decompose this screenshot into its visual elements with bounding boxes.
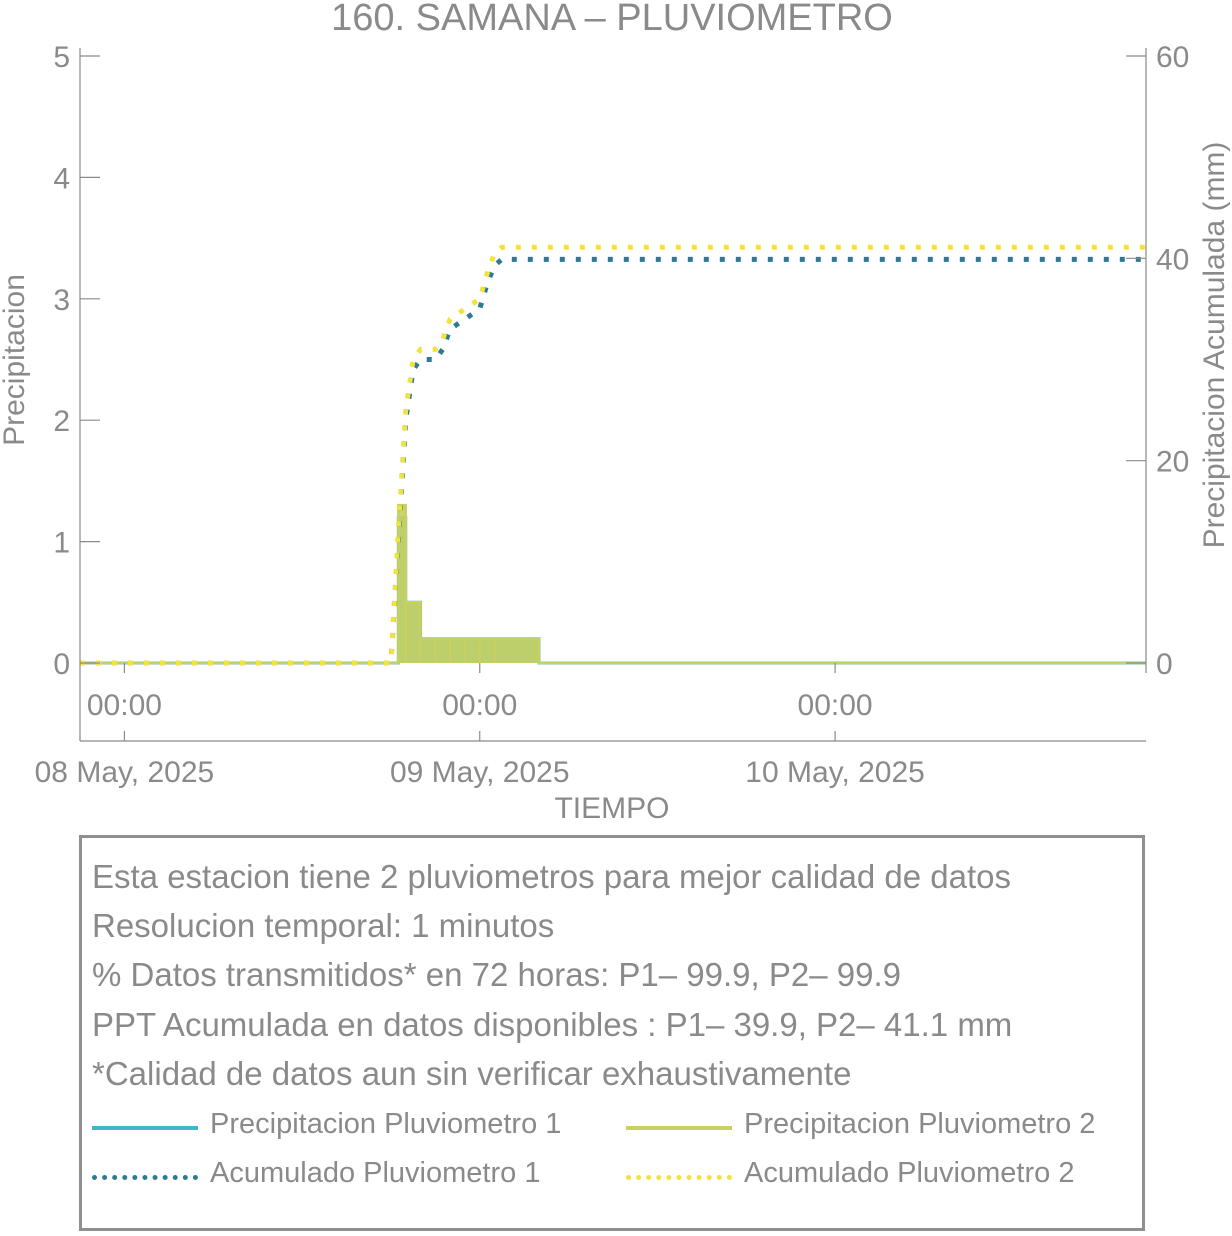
axes: 0 1 2 3 4 5 0 20 40 60 00:00 08 May, 2025 00:00 09 Ma…	[35, 41, 1190, 789]
legend-swatch-precip-p2	[626, 1126, 732, 1130]
x-axis-label: TIEMPO	[554, 792, 669, 825]
y-tick-label: 3	[53, 284, 70, 317]
x-tick-label-date: 09 May, 2025	[390, 756, 570, 789]
x-tick-label-date: 10 May, 2025	[745, 756, 925, 789]
series-precip-p1	[80, 515, 1146, 665]
y2-tick-label: 0	[1156, 648, 1173, 681]
x-tick-label-time: 00:00	[87, 689, 162, 722]
legend-label-accum-p2: Acumulado Pluviometro 2	[744, 1157, 1075, 1189]
info-panel: Esta estacion tiene 2 pluviometros para …	[79, 835, 1145, 1231]
x-tick-label-time: 00:00	[442, 689, 517, 722]
series-accum-p1	[80, 256, 1146, 666]
legend-swatch-accum-p2	[626, 1175, 732, 1180]
legend-swatch-accum-p1	[92, 1175, 198, 1180]
series-precip-p2	[80, 503, 1146, 665]
y-tick-label: 4	[53, 162, 70, 195]
y-tick-label: 0	[53, 648, 70, 681]
series-marks	[80, 244, 1146, 666]
info-line-accumulated: PPT Acumulada en datos disponibles : P1–…	[92, 1006, 1013, 1043]
info-line-quality-note: *Calidad de datos aun sin verificar exha…	[92, 1055, 852, 1092]
info-line-resolution: Resolucion temporal: 1 minutos	[92, 907, 555, 944]
precipitation-chart: 160. SAMANA – PLUVIOMETRO 01234502040600…	[0, 0, 1231, 825]
y-axis-label: Precipitacion	[0, 274, 31, 446]
legend-label-accum-p1: Acumulado Pluviometro 1	[210, 1157, 541, 1189]
y2-tick-label: 60	[1156, 41, 1189, 74]
legend-label-precip-p2: Precipitacion Pluviometro 2	[744, 1108, 1096, 1140]
info-line-transmitted: % Datos transmitidos* en 72 horas: P1– 9…	[92, 956, 901, 993]
legend-swatch-precip-p1	[92, 1126, 198, 1130]
y-tick-label: 5	[53, 41, 70, 74]
y-tick-label: 1	[53, 527, 70, 560]
info-line-stations: Esta estacion tiene 2 pluviometros para …	[92, 858, 1012, 895]
x-tick-label-date: 08 May, 2025	[35, 756, 215, 789]
chart-title: 160. SAMANA – PLUVIOMETRO	[331, 0, 893, 39]
y2-tick-label: 20	[1156, 446, 1189, 479]
legend-label-precip-p1: Precipitacion Pluviometro 1	[210, 1108, 562, 1140]
x-tick-label-time: 00:00	[798, 689, 873, 722]
series-accum-p2	[80, 244, 1146, 666]
y2-tick-label: 40	[1156, 243, 1189, 276]
y-tick-label: 2	[53, 405, 70, 438]
y2-axis-label: Precipitacion Acumulada (mm)	[1198, 142, 1231, 549]
